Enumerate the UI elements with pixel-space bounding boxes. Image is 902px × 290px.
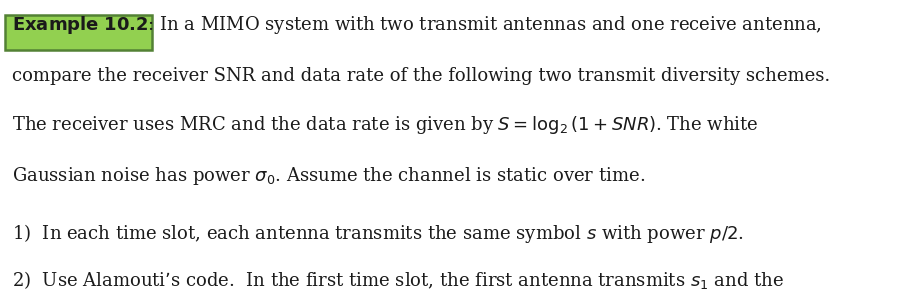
Text: 1)  In each time slot, each antenna transmits the same symbol $s$ with power $p/: 1) In each time slot, each antenna trans… (12, 222, 743, 245)
Text: compare the receiver SNR and data rate of the following two transmit diversity s: compare the receiver SNR and data rate o… (12, 67, 829, 85)
Text: 2)  Use Alamouti’s code.  In the first time slot, the first antenna transmits $s: 2) Use Alamouti’s code. In the first tim… (12, 269, 783, 290)
Text: The receiver uses MRC and the data rate is given by $S = \log_2(1 + SNR)$. The w: The receiver uses MRC and the data rate … (12, 115, 758, 137)
Text: $\mathbf{Example\ 10.2}$: In a MIMO system with two transmit antennas and one re: $\mathbf{Example\ 10.2}$: In a MIMO syst… (12, 14, 821, 37)
FancyBboxPatch shape (5, 15, 152, 50)
Text: Gaussian noise has power $\sigma_0$. Assume the channel is static over time.: Gaussian noise has power $\sigma_0$. Ass… (12, 165, 644, 187)
